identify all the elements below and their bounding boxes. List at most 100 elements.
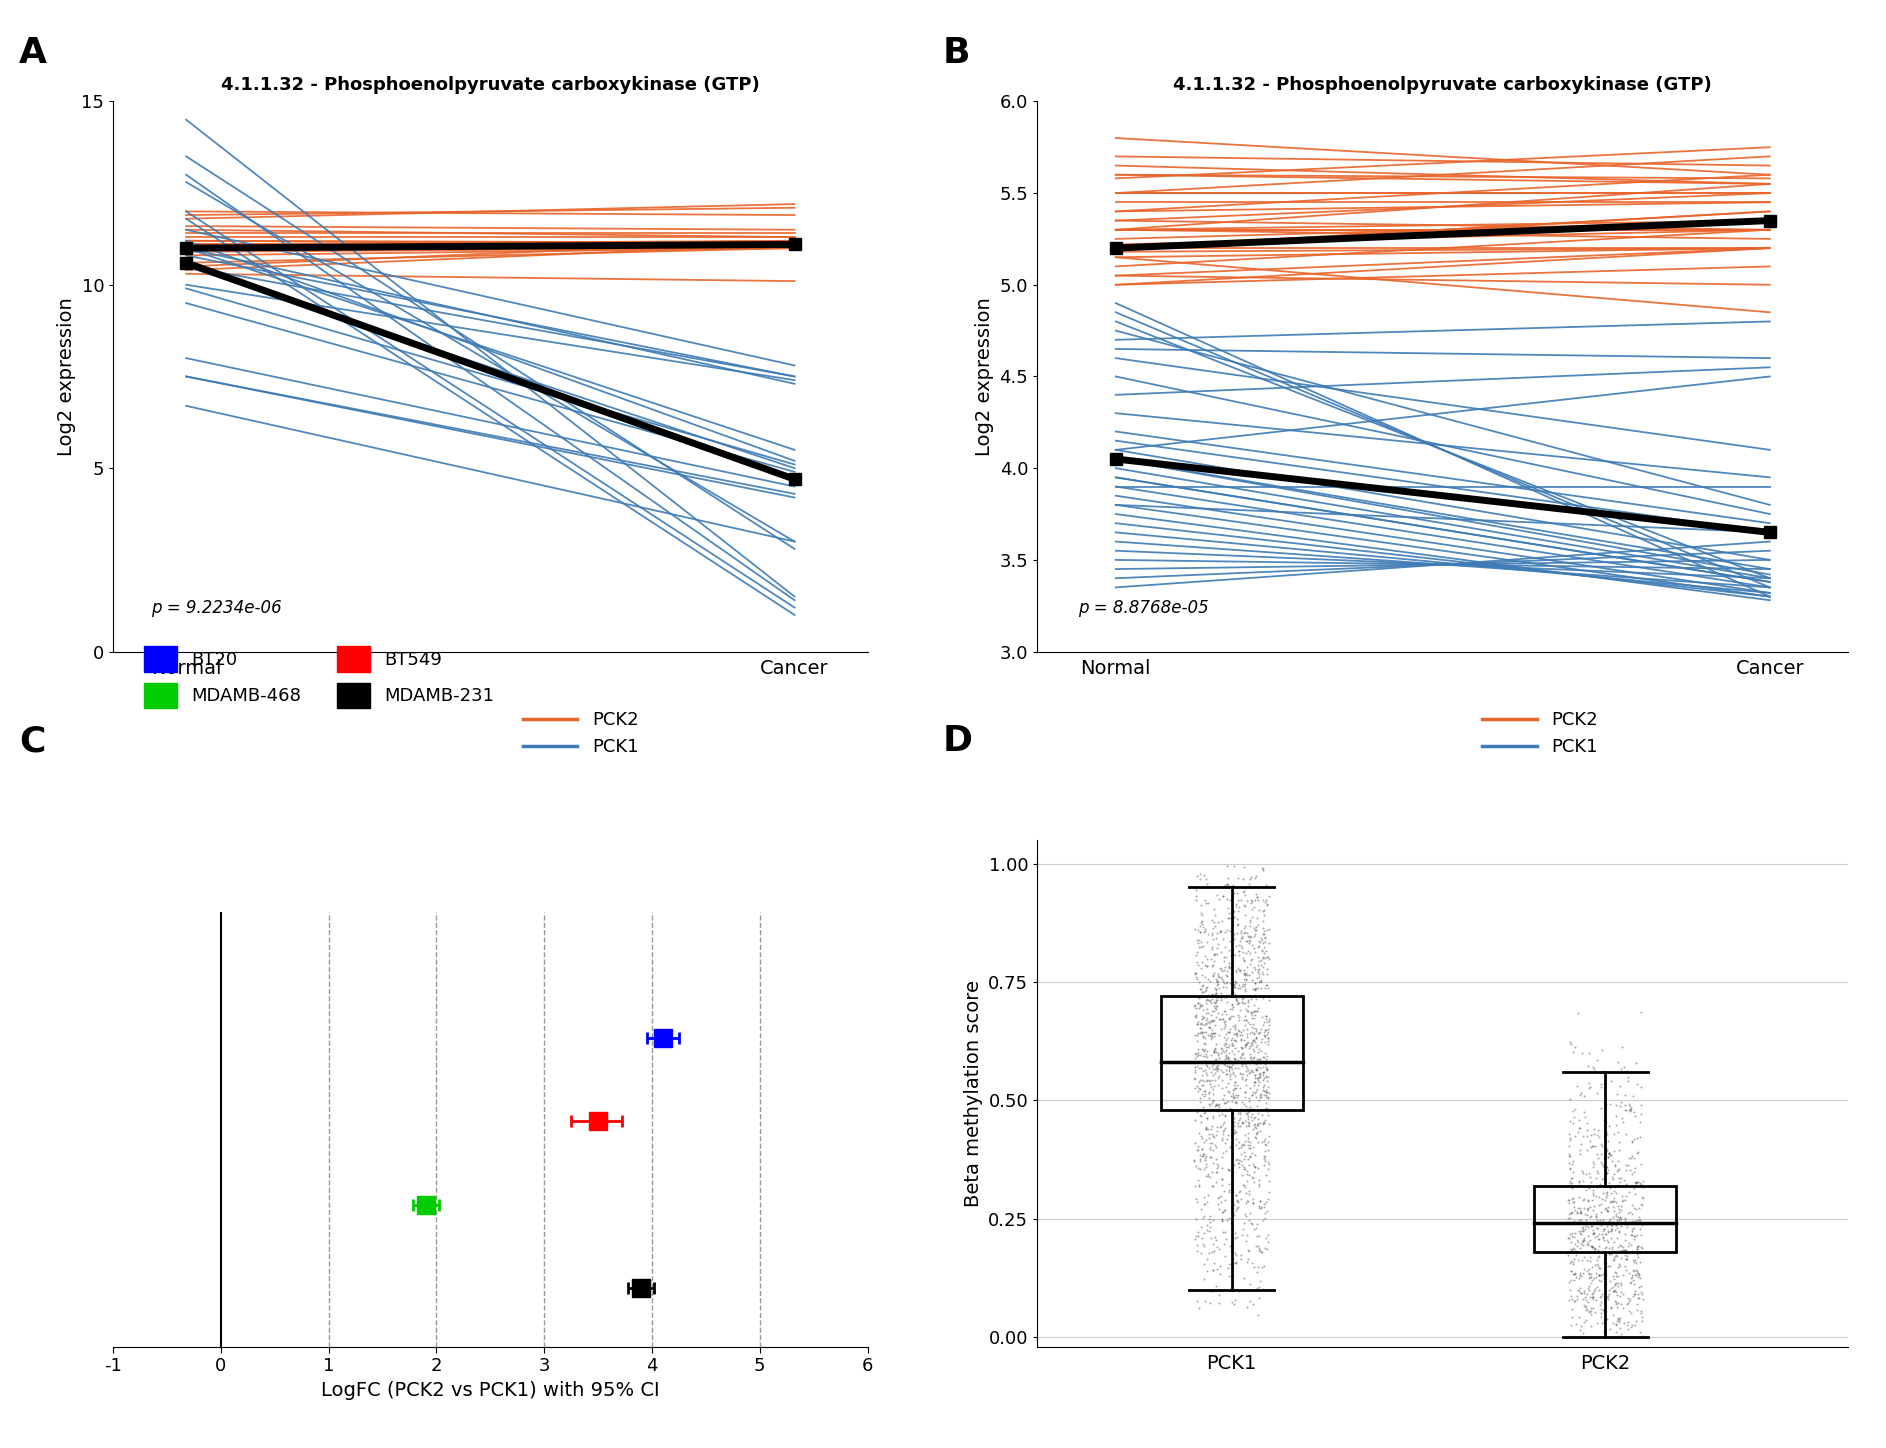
- Point: [1626, 1224, 1656, 1247]
- Point: [1249, 922, 1279, 946]
- Point: [1245, 1239, 1275, 1263]
- Point: [1199, 1040, 1230, 1063]
- Point: [1196, 1028, 1226, 1051]
- Point: [1192, 1063, 1222, 1086]
- Point: [1580, 1205, 1611, 1228]
- Point: [1573, 1041, 1603, 1064]
- Point: [1618, 1196, 1648, 1219]
- Point: [1218, 1086, 1249, 1109]
- Point: [1183, 1224, 1213, 1247]
- Point: [1560, 1098, 1590, 1121]
- Point: [1188, 1014, 1218, 1037]
- Point: [1181, 918, 1211, 941]
- Point: [1247, 1196, 1277, 1219]
- Point: [1222, 1050, 1252, 1073]
- Point: [1241, 906, 1271, 930]
- Point: [1594, 1171, 1624, 1195]
- Point: [1181, 885, 1211, 908]
- Point: [1228, 947, 1258, 970]
- Point: [1207, 909, 1237, 933]
- Point: [1215, 1005, 1245, 1028]
- Point: [1239, 972, 1269, 995]
- Point: [1211, 1098, 1241, 1121]
- Point: [1235, 866, 1266, 889]
- Point: [1215, 1158, 1245, 1182]
- Point: [1213, 873, 1243, 896]
- Point: [1554, 1239, 1584, 1263]
- Point: [1218, 1043, 1249, 1066]
- Point: [1569, 1226, 1599, 1250]
- Point: [1218, 901, 1249, 924]
- Point: [1201, 1057, 1232, 1080]
- Point: [1205, 1115, 1235, 1138]
- Point: [1592, 1215, 1622, 1238]
- Point: [1569, 1189, 1599, 1212]
- Point: [1201, 985, 1232, 1008]
- Point: [1250, 1080, 1281, 1103]
- Point: [1605, 1292, 1635, 1315]
- Point: [1250, 1080, 1281, 1103]
- Point: [1194, 1127, 1224, 1150]
- Point: [1226, 1098, 1256, 1121]
- Point: [1622, 1170, 1652, 1193]
- Point: [1228, 988, 1258, 1011]
- Point: [1232, 1115, 1262, 1138]
- Point: [1192, 867, 1222, 891]
- Point: [1186, 1005, 1216, 1028]
- Point: [1592, 1186, 1622, 1209]
- Point: [1601, 1313, 1631, 1337]
- Point: [1620, 1183, 1650, 1206]
- Point: [1215, 1158, 1245, 1182]
- Point: [1601, 1271, 1631, 1295]
- Point: [1554, 1145, 1584, 1169]
- Point: [1179, 1148, 1209, 1171]
- Point: [1597, 1235, 1628, 1258]
- Point: [1233, 964, 1264, 988]
- Point: [1201, 1153, 1232, 1176]
- Point: [1211, 1132, 1241, 1156]
- Point: [1211, 1228, 1241, 1251]
- Point: [1186, 909, 1216, 933]
- Point: [1216, 909, 1247, 933]
- Point: [1194, 892, 1224, 915]
- Point: [1241, 915, 1271, 938]
- Point: [1186, 980, 1216, 1003]
- Point: [1571, 1163, 1601, 1186]
- Point: [1218, 980, 1249, 1003]
- Point: [1181, 963, 1211, 986]
- Point: [1199, 982, 1230, 1005]
- Point: [1188, 1031, 1218, 1054]
- Point: [1194, 1080, 1224, 1103]
- Point: [1596, 1177, 1626, 1200]
- Point: [1186, 1127, 1216, 1150]
- Point: [1560, 1196, 1590, 1219]
- Point: [1607, 1280, 1637, 1303]
- Point: [1186, 1021, 1216, 1044]
- Point: [1218, 905, 1249, 928]
- Point: [1226, 1106, 1256, 1129]
- Point: [1222, 1132, 1252, 1156]
- Point: [1590, 1182, 1620, 1205]
- Point: [1594, 1114, 1624, 1137]
- Y-axis label: Log2 expression: Log2 expression: [57, 297, 75, 456]
- Point: [1556, 1202, 1586, 1225]
- Point: [1192, 873, 1222, 896]
- Point: [1194, 989, 1224, 1012]
- Point: [1216, 992, 1247, 1015]
- Point: [1203, 1073, 1233, 1096]
- Point: [1199, 1251, 1230, 1274]
- Point: [1252, 892, 1282, 915]
- Point: [1556, 1032, 1586, 1056]
- Point: [1558, 1190, 1588, 1213]
- Point: [1207, 1076, 1237, 1099]
- Point: [1239, 1016, 1269, 1040]
- Point: [1247, 940, 1277, 963]
- Point: [1230, 967, 1260, 990]
- Point: [1198, 1025, 1228, 1048]
- Point: [1243, 1303, 1273, 1326]
- Point: [1573, 1190, 1603, 1213]
- Point: [1626, 1171, 1656, 1195]
- Point: [1199, 948, 1230, 972]
- Point: [1620, 1264, 1650, 1287]
- Point: [1186, 1105, 1216, 1128]
